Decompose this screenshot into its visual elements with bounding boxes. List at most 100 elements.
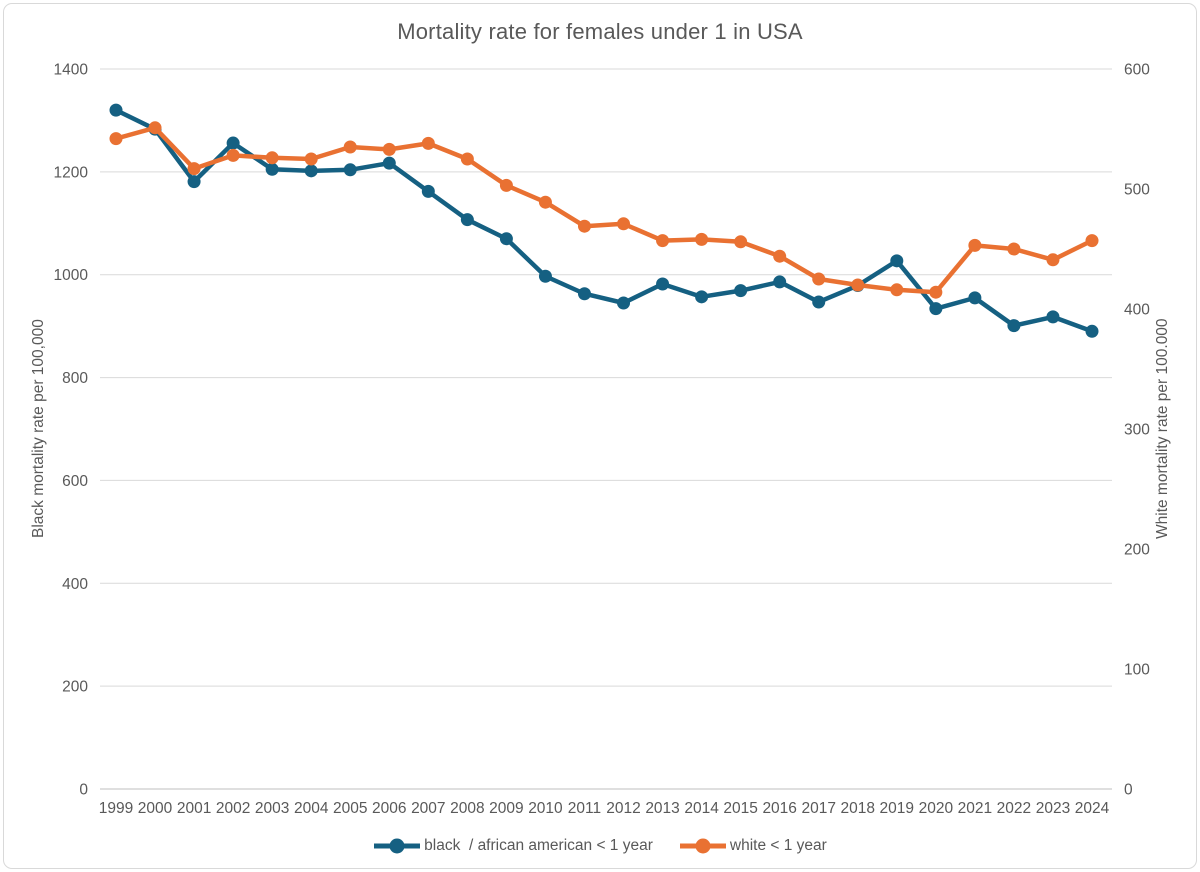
x-axis-tick-label: 2003 [255, 800, 289, 817]
data-point [421, 184, 435, 198]
series-line [113, 107, 1095, 334]
chart-title: Mortality rate for females under 1 in US… [397, 19, 803, 44]
left-axis-tick-label: 1200 [54, 164, 89, 181]
data-point [226, 136, 240, 150]
legend-label: white < 1 year [729, 837, 827, 854]
x-axis-tick-label: 2023 [1036, 800, 1070, 817]
x-axis-tick-label: 2009 [489, 800, 523, 817]
x-axis-tick-label: 1999 [99, 800, 133, 817]
right-axis-tick-label: 300 [1124, 422, 1150, 439]
left-axis-tick-label: 0 [79, 782, 88, 799]
right-axis-tick-label: 200 [1124, 542, 1150, 559]
data-point [773, 249, 787, 263]
x-axis-tick-label: 2016 [762, 800, 796, 817]
data-point [265, 151, 279, 165]
data-point [617, 217, 631, 231]
data-point [538, 195, 552, 209]
data-point [734, 235, 748, 249]
legend-line-dot-icon [374, 838, 421, 854]
x-axis-tick-label: 2008 [450, 800, 484, 817]
legend: black / african american < 1 year white … [0, 837, 1200, 855]
x-axis-tick-label: 2014 [684, 800, 719, 817]
x-axis-tick-label: 2020 [919, 800, 954, 817]
data-point [1046, 310, 1060, 324]
legend-item-black-series: black / african american < 1 year [373, 837, 653, 855]
x-axis-tick-label: 2005 [333, 800, 367, 817]
x-axis-tick-label: 2021 [958, 800, 992, 817]
data-point [421, 136, 435, 150]
data-point [734, 284, 748, 298]
x-axis-tick-label: 2017 [801, 800, 835, 817]
x-axis-tick-label: 2012 [606, 800, 640, 817]
data-point [1007, 242, 1021, 256]
data-point [617, 296, 631, 310]
data-point [773, 275, 787, 289]
right-axis-tick-label: 500 [1124, 182, 1150, 199]
right-axis-tick-label: 100 [1124, 662, 1150, 679]
left-axis-tick-label: 1000 [54, 267, 89, 284]
data-point [968, 291, 982, 305]
left-axis-tick-label: 200 [62, 679, 88, 696]
data-point [109, 103, 123, 117]
data-point [460, 213, 474, 227]
data-point [812, 272, 826, 286]
x-axis-tick-label: 2019 [880, 800, 914, 817]
data-point [851, 278, 865, 292]
data-point [499, 178, 513, 192]
data-point [343, 140, 357, 154]
data-point [890, 283, 904, 297]
data-point [656, 234, 670, 248]
right-axis-tick-label: 600 [1124, 62, 1150, 79]
data-point [890, 254, 904, 268]
x-axis-tick-label: 2018 [841, 800, 875, 817]
x-axis-tick-label: 2011 [568, 800, 601, 817]
data-point [538, 269, 552, 283]
legend-line-dot-icon [679, 838, 726, 854]
x-axis-tick-label: 2002 [216, 800, 250, 817]
x-axis-tick-label: 2024 [1075, 800, 1110, 817]
x-axis-tick-label: 2022 [997, 800, 1031, 817]
data-point [109, 132, 123, 146]
x-axis-tick-label: 2000 [138, 800, 173, 817]
left-axis-tick-label: 400 [62, 576, 88, 593]
data-point [695, 232, 709, 246]
x-axis-tick-label: 2010 [528, 800, 563, 817]
data-point [968, 238, 982, 252]
data-point [304, 152, 318, 166]
data-point [577, 287, 591, 301]
legend-item-white-series: white < 1 year [679, 837, 827, 855]
x-axis-tick-label: 2007 [411, 800, 445, 817]
data-point [1046, 253, 1060, 267]
x-axis-tick-label: 2013 [645, 800, 679, 817]
right-axis-tick-label: 400 [1124, 302, 1150, 319]
data-point [382, 142, 396, 156]
data-point [499, 232, 513, 246]
data-point [1007, 319, 1021, 333]
data-point [460, 152, 474, 166]
left-axis-title: Black mortality rate per 100,000 [30, 319, 47, 539]
data-point [304, 164, 318, 178]
data-point [812, 295, 826, 309]
data-point [265, 162, 279, 176]
x-axis-tick-label: 2015 [723, 800, 757, 817]
right-axis-tick-label: 0 [1124, 782, 1133, 799]
left-axis-tick-label: 600 [62, 473, 88, 490]
data-point [1085, 234, 1099, 248]
data-point [1085, 324, 1099, 338]
data-point [382, 156, 396, 170]
data-point [929, 285, 943, 299]
left-axis-tick-label: 1400 [54, 62, 89, 79]
left-axis-tick-label: 800 [62, 370, 88, 387]
series-line [113, 125, 1095, 295]
data-point [656, 277, 670, 291]
data-point [695, 290, 709, 304]
right-axis-title: White mortality rate per 100.000 [1154, 318, 1171, 540]
x-axis-tick-label: 2006 [372, 800, 406, 817]
legend-label: black / african american < 1 year [424, 837, 653, 854]
x-axis-tick-label: 2001 [177, 800, 211, 817]
data-point [226, 148, 240, 162]
data-point [929, 302, 943, 316]
data-point [148, 121, 162, 135]
